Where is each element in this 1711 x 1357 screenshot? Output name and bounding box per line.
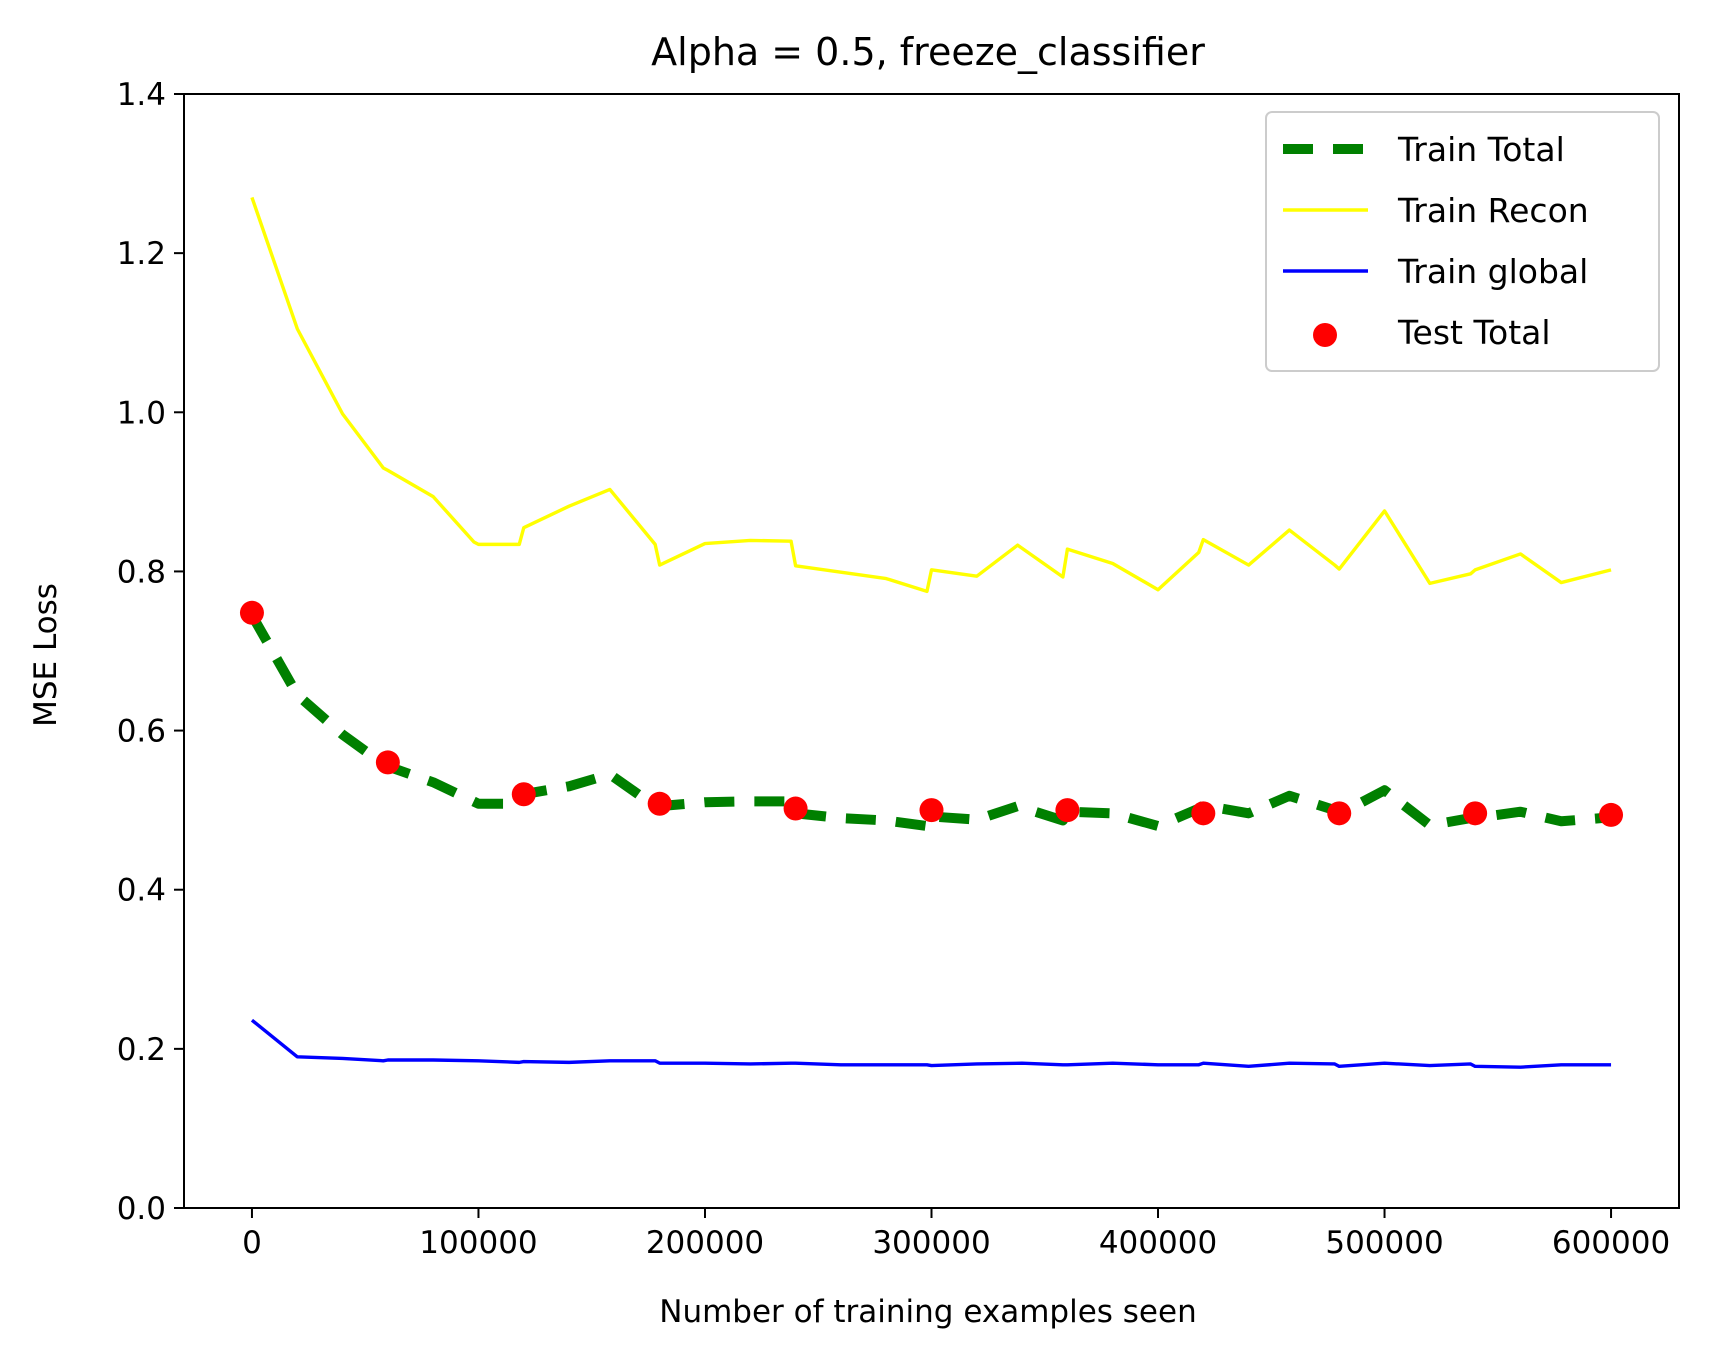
x-axis-label: Number of training examples seen: [659, 1294, 1196, 1330]
x-tick-label: 100000: [419, 1225, 537, 1261]
x-tick-label: 0: [242, 1225, 262, 1261]
legend-label: Test Total: [1397, 313, 1551, 352]
data-point: [647, 791, 672, 816]
data-point: [1599, 802, 1624, 827]
data-point: [1055, 798, 1080, 823]
legend: Train Total Train Recon Train global Test T…: [1265, 111, 1660, 372]
x-tick-label: 300000: [872, 1225, 990, 1261]
y-tick-label: 0.0: [117, 1191, 166, 1227]
legend-item-test-total: Test Total: [1313, 313, 1551, 352]
data-point: [783, 796, 808, 821]
series-line-train-recon: [250, 196, 1612, 594]
legend-item-train-recon: Train Recon: [1283, 191, 1589, 230]
y-tick-label: 0.2: [117, 1032, 166, 1068]
legend-label: Train global: [1397, 252, 1588, 291]
data-point: [1463, 801, 1488, 826]
x-tick-label: 600000: [1552, 1225, 1670, 1261]
y-tick-label: 1.4: [117, 77, 166, 113]
y-tick-label: 0.4: [117, 873, 166, 909]
legend-label: Train Total: [1397, 130, 1565, 169]
series-line-train-global: [250, 1018, 1612, 1069]
data-point: [375, 750, 400, 775]
chart-title: Alpha = 0.5, freeze_classifier: [651, 30, 1205, 74]
legend-item-train-total: Train Total: [1283, 130, 1565, 169]
y-tick-label: 0.6: [117, 714, 166, 750]
data-point: [1327, 801, 1352, 826]
series-line-train-total: [247, 612, 1612, 832]
legend-swatch: [1313, 323, 1337, 347]
legend-label: Train Recon: [1397, 191, 1589, 230]
y-tick-label: 1.2: [117, 236, 166, 272]
data-point: [1191, 801, 1216, 826]
x-tick-label: 500000: [1325, 1225, 1443, 1261]
y-tick-label: 0.8: [117, 554, 166, 590]
data-point: [919, 798, 944, 823]
x-tick-label: 400000: [1099, 1225, 1217, 1261]
data-point: [239, 600, 264, 625]
x-tick-label: 200000: [646, 1225, 764, 1261]
legend-item-train-global: Train global: [1283, 252, 1588, 291]
legend-box: [1265, 111, 1660, 372]
y-axis-label: MSE Loss: [28, 583, 64, 727]
y-tick-label: 1.0: [117, 395, 166, 431]
axes: 0 100000 200000 300000 400000 500000 600000 0.0…: [117, 77, 1680, 1261]
series-points-test-total: [239, 600, 1624, 827]
plot-area: [239, 196, 1624, 1069]
data-point: [511, 782, 536, 807]
